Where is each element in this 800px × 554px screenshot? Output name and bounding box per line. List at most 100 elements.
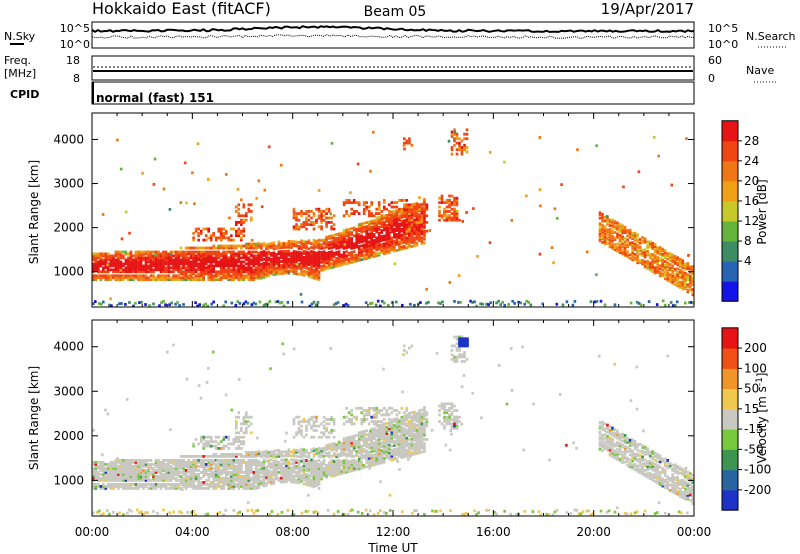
range-gate-cell (242, 254, 246, 258)
range-gate-cell (380, 451, 384, 455)
noise-tick-right-top: 10^5 (708, 22, 738, 35)
range-gate-cell (300, 241, 303, 245)
range-gate-cell (315, 239, 318, 243)
range-gate-cell (453, 201, 456, 204)
range-gate-cell (418, 209, 421, 213)
range-gate-cell (212, 455, 215, 458)
range-gate-cell (272, 465, 276, 469)
range-gate-cell (352, 254, 356, 258)
range-gate-cell (383, 450, 386, 454)
range-gate-cell (154, 278, 158, 282)
range-gate-cell (227, 272, 230, 276)
range-gate-cell (388, 215, 391, 219)
range-gate-cell (267, 459, 271, 462)
range-gate-cell (601, 235, 604, 239)
range-gate-cell (232, 477, 236, 480)
range-gate-cell (658, 274, 662, 278)
range-gate-cell (257, 251, 261, 255)
range-gate-cell (453, 130, 457, 134)
range-gate-cell (347, 442, 351, 445)
range-gate-cell (302, 271, 306, 275)
range-gate-cell (691, 268, 695, 272)
range-gate-cell (214, 258, 218, 262)
range-gate-cell (147, 256, 150, 260)
range-gate-cell (217, 465, 220, 468)
range-gate-cell (270, 269, 273, 273)
range-gate-cell (214, 459, 218, 462)
range-gate-cell (162, 276, 165, 280)
range-gate-cell (408, 214, 411, 217)
range-gate-cell (383, 242, 386, 246)
range-gate-cell (255, 242, 258, 246)
range-gate-cell (162, 274, 165, 278)
range-gate-cell (385, 207, 389, 211)
range-gate-cell (611, 220, 614, 224)
range-gate-cell (385, 241, 389, 245)
range-gate-cell (360, 438, 363, 442)
range-gate-cell (445, 205, 449, 209)
range-gate-cell (685, 137, 688, 140)
range-gate-cell (679, 276, 682, 279)
range-gate-cell (355, 253, 358, 257)
range-gate-cell (207, 461, 210, 464)
range-gate-cell (666, 261, 669, 265)
range-gate-cell (247, 485, 251, 488)
range-gate-cell (142, 266, 145, 270)
range-gate-cell (611, 229, 614, 233)
range-gate-cell (182, 254, 185, 258)
range-gate-cell (327, 210, 331, 213)
range-gate-cell (129, 459, 133, 462)
range-gate-cell (457, 301, 460, 304)
range-gate-cell (388, 443, 391, 447)
range-gate-cell (618, 235, 622, 239)
range-gate-cell (277, 461, 281, 464)
range-gate-cell (194, 264, 198, 268)
range-gate-cell (144, 473, 148, 476)
range-gate-cell (357, 257, 361, 260)
range-gate-cell (292, 244, 296, 248)
range-gate-cell (340, 464, 343, 467)
range-gate-cell (255, 260, 258, 264)
range-gate-cell (142, 461, 145, 464)
range-gate-cell (144, 303, 147, 306)
range-gate-cell (194, 278, 198, 282)
range-gate-cell (219, 485, 223, 488)
range-gate-cell (372, 453, 376, 457)
range-gate-cell (212, 485, 215, 488)
range-gate-cell (172, 270, 175, 274)
range-gate-cell (204, 487, 208, 490)
range-gate-cell (280, 458, 283, 462)
range-gate-cell (342, 253, 346, 256)
range-gate-cell (217, 262, 220, 266)
range-gate-cell (194, 467, 198, 470)
range-gate-cell (152, 475, 155, 478)
range-gate-cell (362, 257, 366, 261)
range-gate-cell (362, 448, 366, 451)
range-gate-cell (129, 276, 133, 280)
range-gate-cell (418, 227, 421, 230)
range-gate-cell (242, 276, 246, 280)
range-gate-cell (360, 454, 363, 458)
range-gate-cell (307, 477, 311, 481)
range-gate-cell (117, 479, 120, 482)
range-gate-cell (661, 299, 665, 303)
range-gate-cell (415, 229, 419, 233)
range-gate-cell (380, 455, 384, 459)
range-gate-cell (235, 254, 238, 258)
range-gate-cell (104, 463, 108, 466)
range-gate-cell (686, 283, 690, 287)
range-gate-cell (124, 459, 128, 462)
range-gate-cell (295, 479, 298, 482)
range-gate-cell (287, 476, 291, 480)
range-gate-cell (172, 461, 175, 464)
range-gate-cell (571, 303, 575, 307)
range-gate-cell (385, 233, 389, 237)
range-gate-cell (262, 268, 266, 271)
range-gate-cell (142, 270, 145, 274)
range-gate-cell (613, 220, 617, 223)
range-gate-cell (380, 431, 384, 435)
range-gate-cell (423, 219, 426, 223)
range-gate-cell (207, 250, 210, 254)
range-gate-cell (307, 247, 311, 251)
range-gate-cell (350, 463, 353, 467)
